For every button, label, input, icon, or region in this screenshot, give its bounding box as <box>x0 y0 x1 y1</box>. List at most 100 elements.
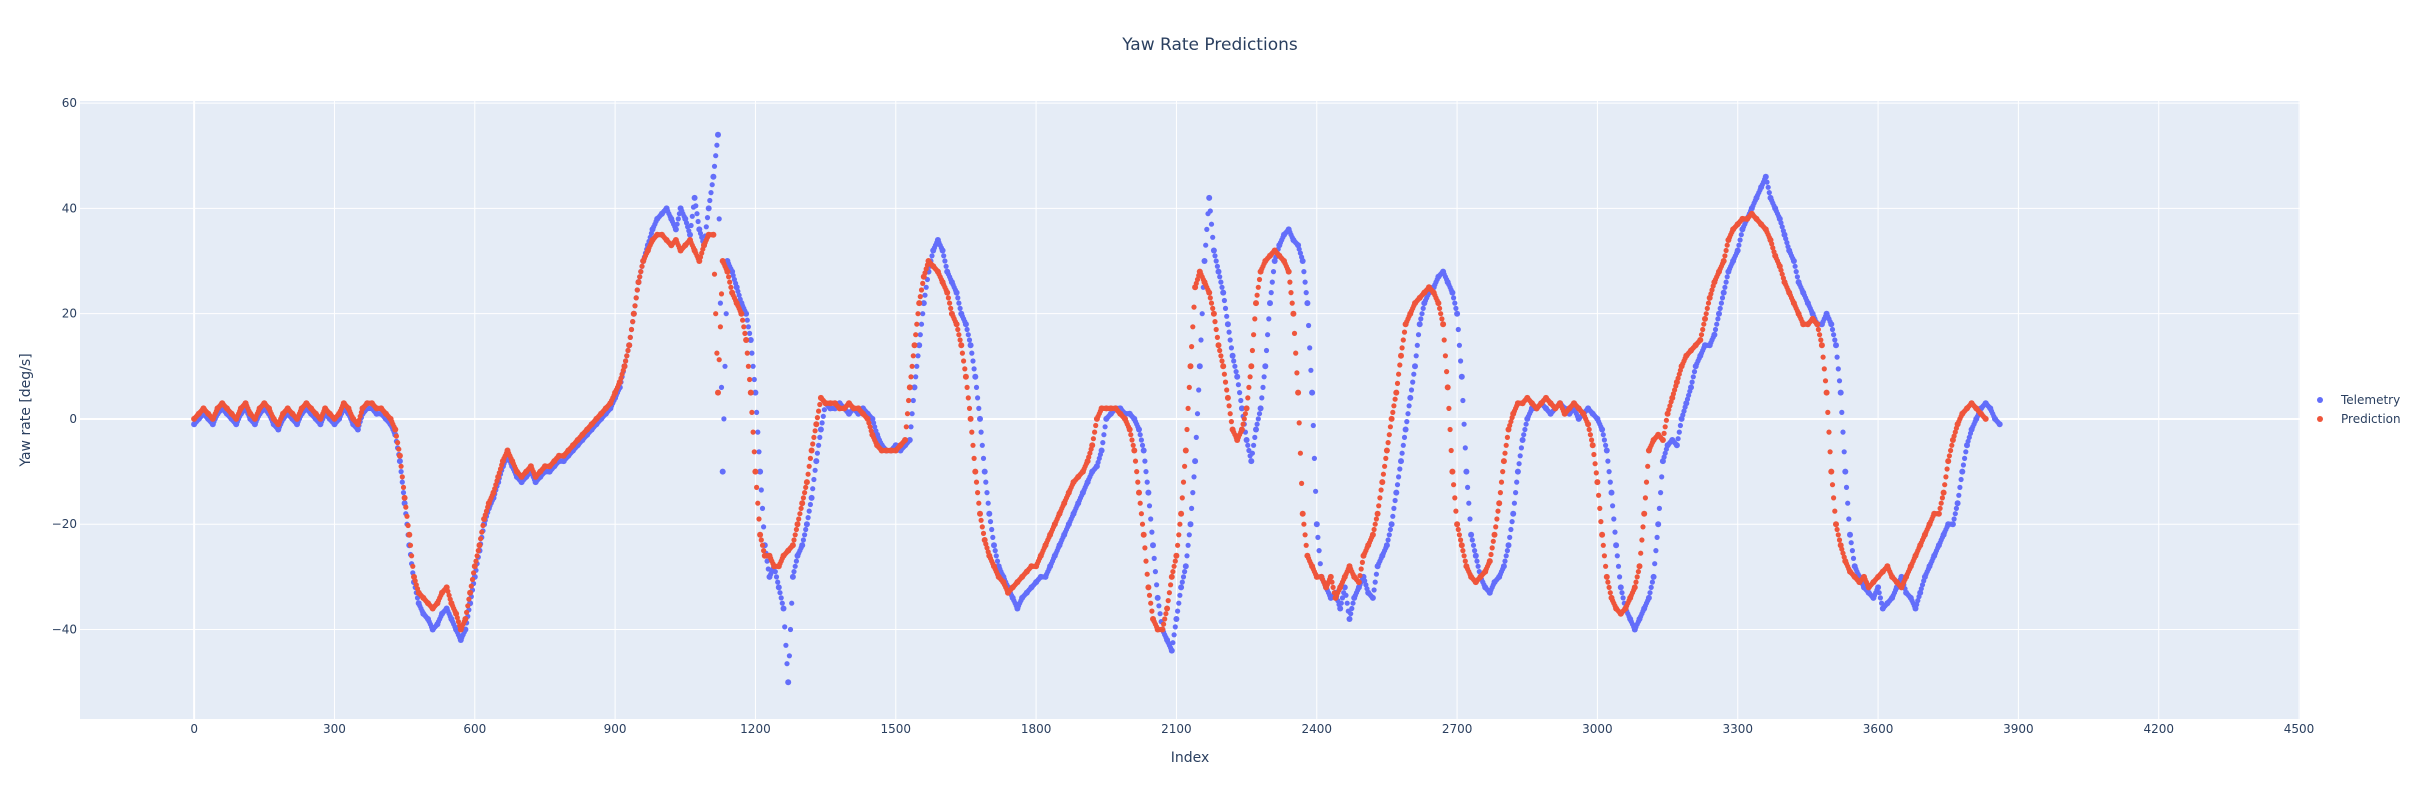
point-prediction-interp <box>1138 511 1144 517</box>
point-prediction-interp <box>1597 505 1603 511</box>
point-telemetry-interp <box>1143 469 1149 475</box>
point-prediction <box>1238 426 1245 433</box>
legend-item-telemetry[interactable]: Telemetry <box>2317 393 2400 407</box>
point-telemetry-interp <box>1689 379 1695 385</box>
point-prediction-interp <box>755 500 761 506</box>
point-prediction-interp <box>638 269 644 275</box>
point-prediction <box>1636 563 1643 570</box>
series-prediction <box>191 210 1989 633</box>
point-prediction-interp <box>468 583 474 589</box>
point-telemetry <box>785 679 792 686</box>
point-prediction <box>1374 510 1381 517</box>
point-telemetry-interp <box>697 230 704 236</box>
point-prediction-interp <box>1177 521 1183 527</box>
point-telemetry-interp <box>717 300 724 306</box>
legend[interactable]: Telemetry Prediction <box>2317 393 2401 426</box>
point-prediction-interp <box>1214 334 1220 340</box>
point-telemetry <box>672 226 679 233</box>
point-telemetry-interp <box>695 218 701 225</box>
point-prediction-interp <box>1700 326 1706 333</box>
point-prediction-interp <box>903 424 909 430</box>
point-prediction-interp <box>1951 433 1957 439</box>
point-telemetry-interp <box>772 569 778 575</box>
point-telemetry-interp <box>1303 290 1309 296</box>
point-telemetry <box>1837 389 1844 396</box>
point-prediction-interp <box>497 466 504 472</box>
point-telemetry-interp <box>1228 345 1234 351</box>
point-prediction-interp <box>728 284 734 290</box>
point-prediction-interp <box>1301 521 1307 527</box>
point-prediction-interp <box>1458 537 1464 543</box>
point-telemetry-interp <box>1465 484 1471 490</box>
point-telemetry-interp <box>1832 337 1838 343</box>
point-prediction-interp <box>1330 584 1336 591</box>
point-prediction <box>1935 510 1942 517</box>
point-telemetry-interp <box>1146 503 1153 509</box>
point-prediction <box>1720 258 1727 264</box>
point-prediction-interp <box>1769 241 1775 247</box>
point-telemetry-interp <box>1139 442 1146 448</box>
point-telemetry <box>1472 552 1479 559</box>
point-prediction-interp <box>1168 582 1174 588</box>
point-telemetry-interp <box>1952 511 1958 517</box>
point-prediction-interp <box>1722 253 1728 259</box>
point-telemetry-interp <box>1408 387 1415 393</box>
point-prediction-interp <box>758 537 764 543</box>
legend-item-prediction[interactable]: Prediction <box>2317 412 2401 426</box>
point-telemetry-interp <box>1212 253 1218 259</box>
point-prediction <box>789 542 796 549</box>
point-telemetry-interp <box>1507 534 1513 541</box>
point-prediction <box>1089 442 1096 449</box>
point-telemetry-interp <box>1719 295 1726 301</box>
point-telemetry-interp <box>1474 558 1480 564</box>
point-telemetry-interp <box>1792 263 1798 269</box>
point-prediction-interp <box>1213 326 1219 333</box>
point-prediction <box>1206 289 1213 296</box>
point-prediction-interp <box>1703 311 1709 317</box>
x-tick-label: 3000 <box>1582 722 1613 736</box>
point-telemetry-interp <box>736 292 742 298</box>
point-prediction-interp <box>1373 516 1379 522</box>
point-telemetry <box>687 231 693 238</box>
point-telemetry-interp <box>1306 322 1312 329</box>
point-prediction-interp <box>1093 422 1099 429</box>
point-prediction <box>1659 437 1666 443</box>
point-telemetry-interp <box>819 420 825 426</box>
point-telemetry-interp <box>1405 411 1411 417</box>
point-prediction-interp <box>407 542 414 548</box>
point-prediction-interp <box>474 553 480 559</box>
point-prediction-interp <box>1217 347 1223 354</box>
point-telemetry-interp <box>1717 305 1723 311</box>
point-telemetry-interp <box>787 626 794 633</box>
point-telemetry-interp <box>1418 316 1424 322</box>
point-telemetry-interp <box>817 434 823 440</box>
point-telemetry-interp <box>1523 421 1529 427</box>
point-prediction-interp <box>632 303 638 309</box>
point-telemetry-interp <box>1960 462 1966 468</box>
point-prediction <box>1355 579 1362 586</box>
point-telemetry-interp <box>1956 492 1962 498</box>
point-telemetry <box>1393 489 1400 496</box>
point-prediction <box>1295 389 1302 396</box>
point-telemetry-interp <box>973 384 980 390</box>
point-prediction-interp <box>1171 563 1177 569</box>
point-prediction-interp <box>1092 429 1098 435</box>
point-telemetry-interp <box>1095 459 1101 465</box>
point-telemetry <box>1875 584 1882 591</box>
point-prediction-interp <box>1221 371 1227 377</box>
point-telemetry-interp <box>730 272 736 279</box>
point-prediction-interp <box>1245 395 1251 401</box>
point-telemetry <box>715 131 721 138</box>
point-prediction-interp <box>1453 508 1459 514</box>
point-prediction <box>972 468 979 475</box>
point-telemetry <box>1510 510 1517 517</box>
point-prediction-interp <box>1226 403 1232 409</box>
point-telemetry-interp <box>1455 326 1461 333</box>
point-telemetry-interp <box>714 142 720 148</box>
point-telemetry-interp <box>1648 584 1654 591</box>
point-prediction <box>906 384 913 391</box>
point-prediction-interp <box>1490 538 1496 544</box>
point-prediction-interp <box>1829 482 1836 488</box>
point-prediction-interp <box>409 553 415 559</box>
point-telemetry-interp <box>1611 516 1617 522</box>
